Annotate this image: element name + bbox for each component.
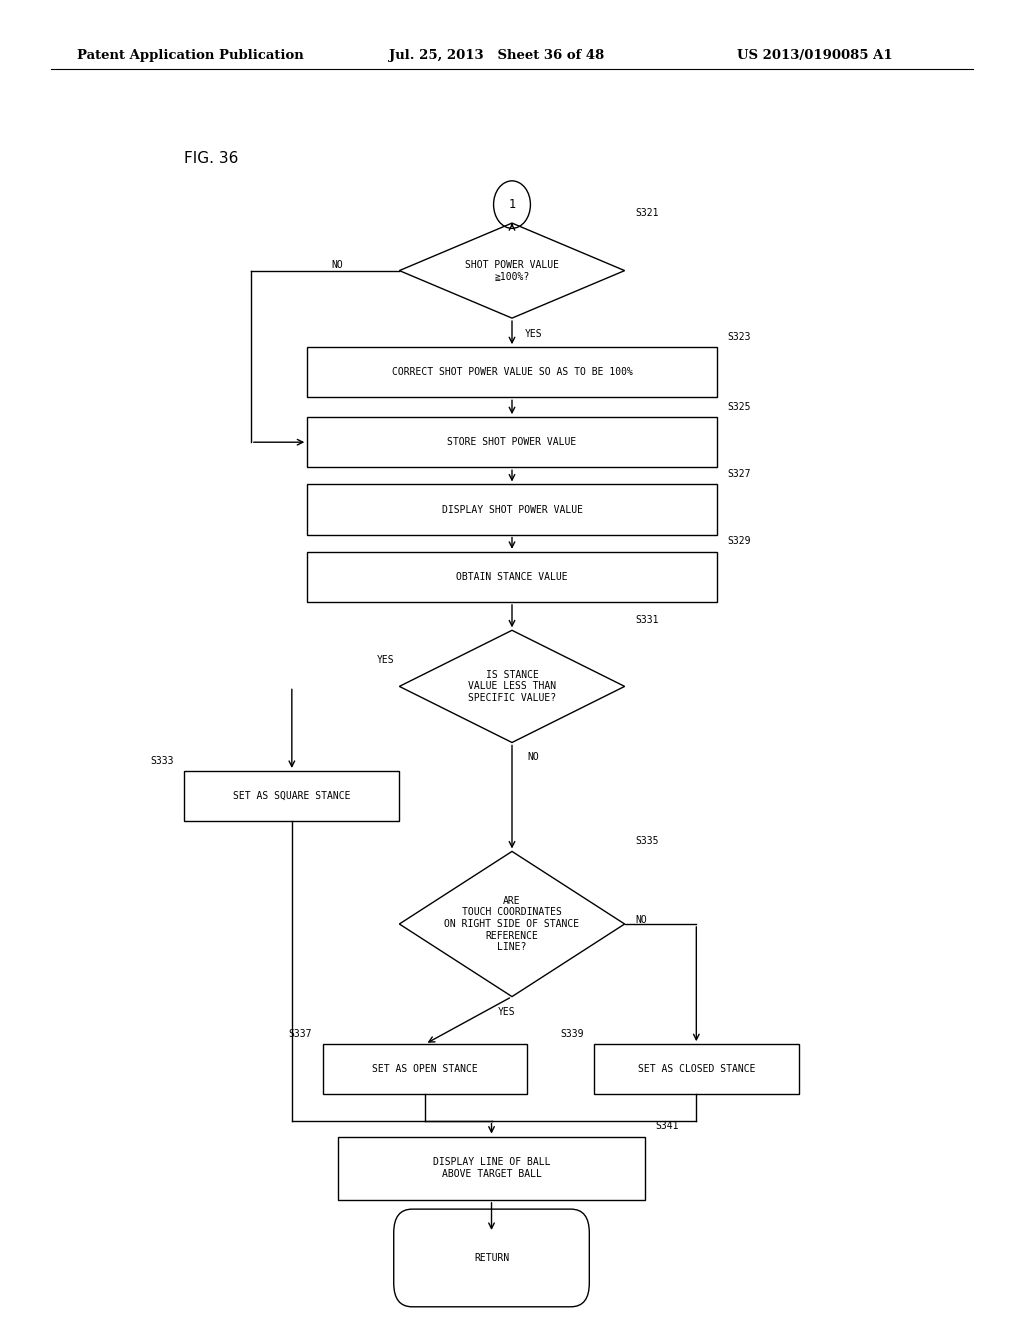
Text: YES: YES — [524, 329, 542, 339]
Text: US 2013/0190085 A1: US 2013/0190085 A1 — [737, 49, 893, 62]
Text: S333: S333 — [151, 755, 174, 766]
Text: SET AS SQUARE STANCE: SET AS SQUARE STANCE — [233, 791, 350, 801]
Text: S321: S321 — [635, 207, 658, 218]
Text: SET AS CLOSED STANCE: SET AS CLOSED STANCE — [638, 1064, 755, 1074]
Text: S337: S337 — [289, 1028, 312, 1039]
Text: STORE SHOT POWER VALUE: STORE SHOT POWER VALUE — [447, 437, 577, 447]
Text: S341: S341 — [655, 1121, 679, 1131]
Text: YES: YES — [377, 655, 394, 665]
Text: RETURN: RETURN — [474, 1253, 509, 1263]
Text: FIG. 36: FIG. 36 — [184, 150, 239, 166]
Text: S329: S329 — [727, 536, 751, 546]
Text: S339: S339 — [560, 1028, 584, 1039]
Text: S331: S331 — [635, 615, 658, 626]
Text: S325: S325 — [727, 401, 751, 412]
Text: YES: YES — [498, 1007, 516, 1018]
Text: CORRECT SHOT POWER VALUE SO AS TO BE 100%: CORRECT SHOT POWER VALUE SO AS TO BE 100… — [391, 367, 633, 378]
Text: DISPLAY LINE OF BALL
ABOVE TARGET BALL: DISPLAY LINE OF BALL ABOVE TARGET BALL — [433, 1158, 550, 1179]
Text: ARE
TOUCH COORDINATES
ON RIGHT SIDE OF STANCE
REFERENCE
LINE?: ARE TOUCH COORDINATES ON RIGHT SIDE OF S… — [444, 896, 580, 952]
Text: NO: NO — [635, 915, 646, 925]
Text: SHOT POWER VALUE
≧100%?: SHOT POWER VALUE ≧100%? — [465, 260, 559, 281]
Text: OBTAIN STANCE VALUE: OBTAIN STANCE VALUE — [456, 572, 568, 582]
Text: IS STANCE
VALUE LESS THAN
SPECIFIC VALUE?: IS STANCE VALUE LESS THAN SPECIFIC VALUE… — [468, 669, 556, 704]
Text: S323: S323 — [727, 331, 751, 342]
Text: S327: S327 — [727, 469, 751, 479]
Text: DISPLAY SHOT POWER VALUE: DISPLAY SHOT POWER VALUE — [441, 504, 583, 515]
Text: S335: S335 — [635, 836, 658, 846]
Text: 1: 1 — [509, 198, 515, 211]
Text: NO: NO — [527, 752, 539, 762]
Text: Patent Application Publication: Patent Application Publication — [77, 49, 303, 62]
Text: SET AS OPEN STANCE: SET AS OPEN STANCE — [372, 1064, 478, 1074]
Text: NO: NO — [332, 260, 343, 271]
Text: Jul. 25, 2013   Sheet 36 of 48: Jul. 25, 2013 Sheet 36 of 48 — [389, 49, 604, 62]
